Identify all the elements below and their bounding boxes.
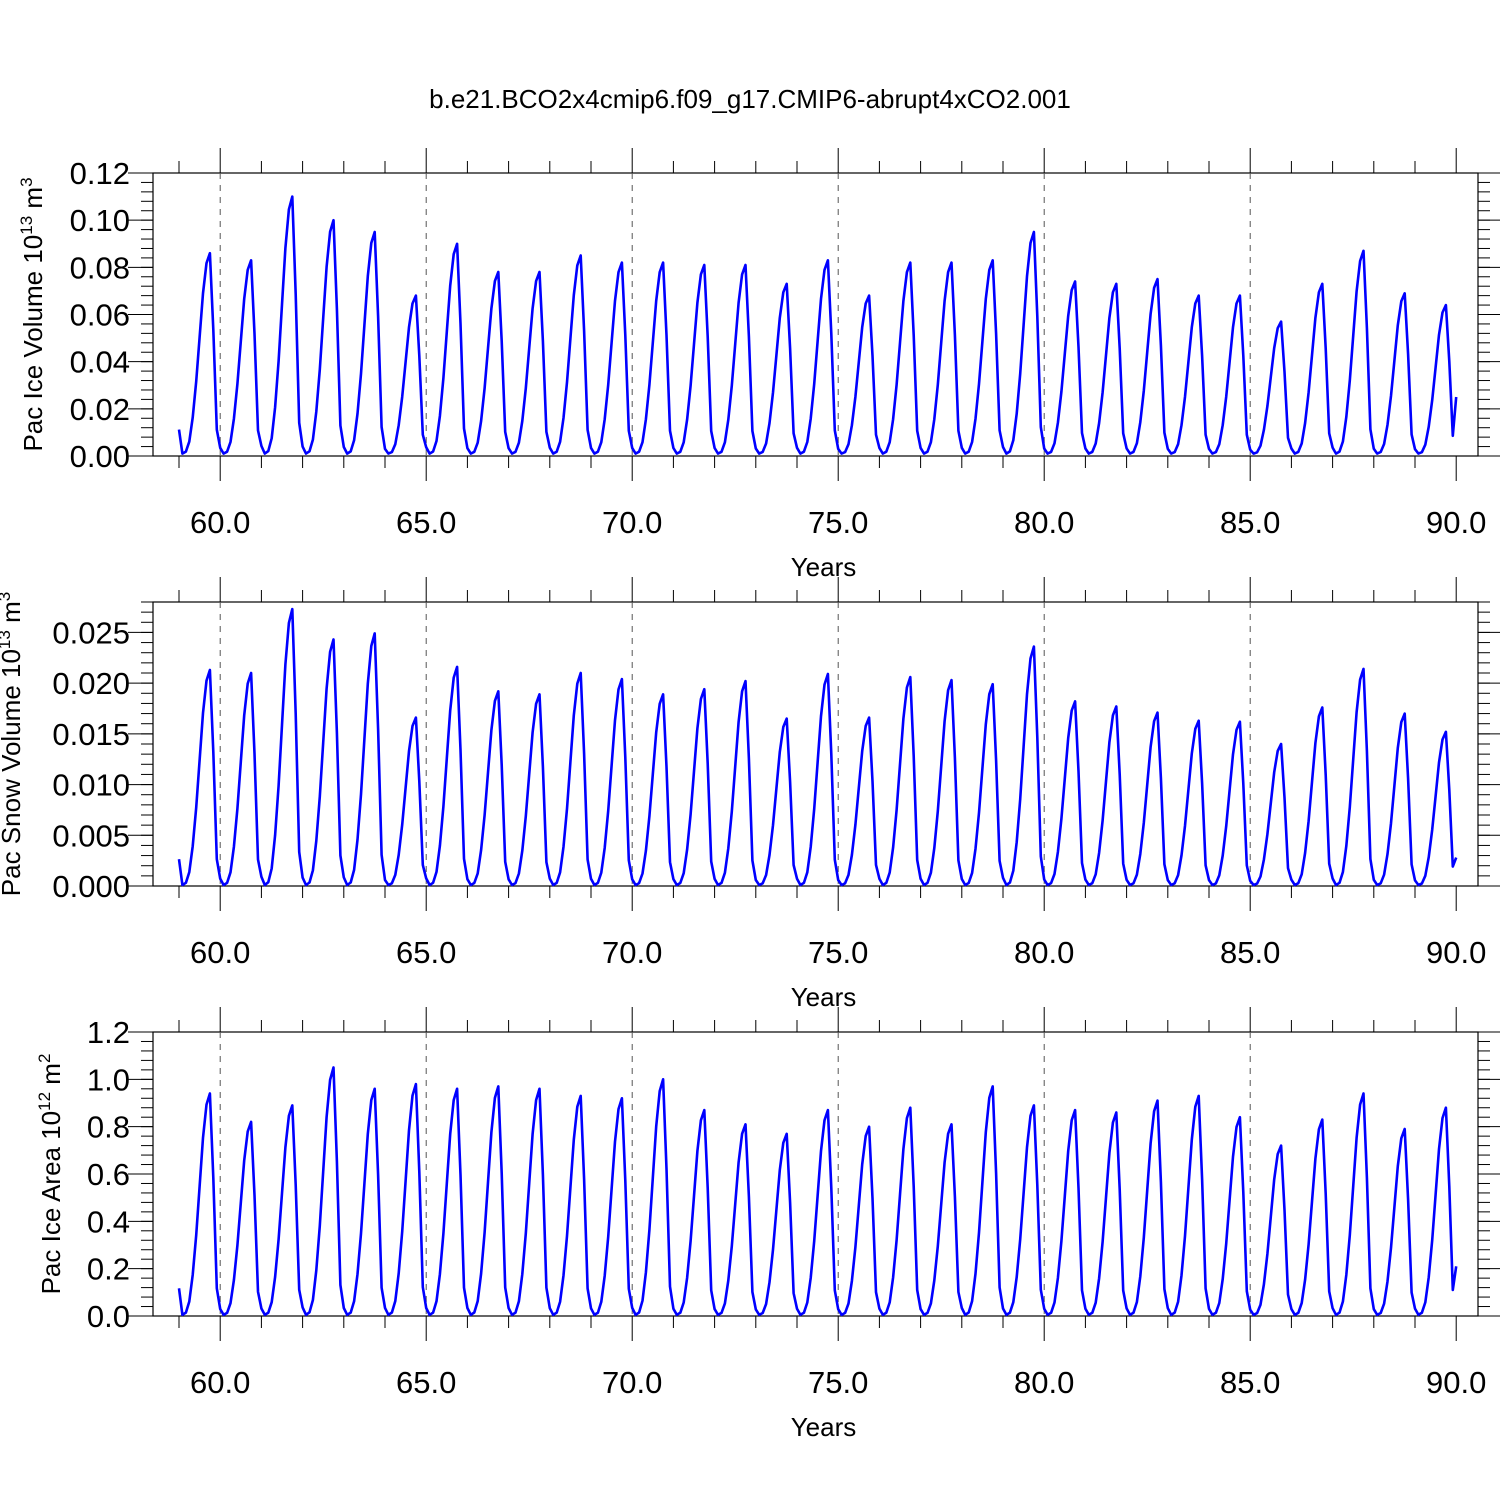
x-tick-label: 80.0 [1014,1365,1074,1400]
x-tick-label: 80.0 [1014,505,1074,540]
panel-2: 60.0 65.0 70.0 75.0 80.0 85.0 90.0 0.000 0.005 0.… [0,577,1500,1012]
plot-frame [152,172,1479,457]
y-tick-label: 0.000 [52,869,130,904]
series-line [177,607,1458,887]
x-tick-label: 85.0 [1220,1365,1280,1400]
y-axis-title-unit-exponent: 3 [0,592,14,601]
panel-3: 60.0 65.0 70.0 75.0 80.0 85.0 90.0 0.0 0.2 0.4 0.6… [35,1007,1500,1442]
y-tick-label: 0.020 [52,666,130,701]
y-axis-title-exponent: 12 [35,1092,54,1111]
x-tick-label: 75.0 [808,935,868,970]
y-axis-title-main: Pac Ice Volume 10 [18,235,48,452]
x-tick-label: 65.0 [396,505,456,540]
x-axis-title: Years [791,1412,857,1442]
y-tick-label: 0.06 [70,298,130,333]
y-tick-label: 1.0 [87,1062,130,1097]
plot-frame [152,1031,1479,1317]
y-tick-label: 0.12 [70,156,130,191]
x-tick-label: 70.0 [602,1365,662,1400]
x-tick-label: 60.0 [190,1365,250,1400]
y-tick-label: 0.6 [87,1157,130,1192]
y-axis-title: Pac Snow Volume 1013 m3 [0,592,26,896]
y-axis-title-unit: m [0,601,26,630]
y-axis-title: Pac Ice Area 1012 m2 [35,1054,66,1295]
y-tick-label: 0.04 [70,345,130,380]
y-axis-title-unit: m [36,1063,66,1092]
x-tick-label: 90.0 [1426,935,1486,970]
y-tick-label: 0.4 [87,1204,130,1239]
y-tick-label: 0.00 [70,439,130,474]
y-axis-title-main: Pac Snow Volume 10 [0,649,26,896]
y-tick-label: 0.010 [52,768,130,803]
y-axis-title-unit: m [18,187,48,216]
x-tick-label: 75.0 [808,505,868,540]
y-tick-label: 0.015 [52,717,130,752]
x-tick-label: 65.0 [396,935,456,970]
y-tick-label: 0.08 [70,250,130,285]
x-tick-label: 90.0 [1426,505,1486,540]
y-tick-label: 0.025 [52,615,130,650]
x-axis-title: Years [791,552,857,582]
x-tick-label: 60.0 [190,505,250,540]
series-line [177,1066,1458,1317]
y-tick-label: 0.10 [70,203,130,238]
y-tick-label: 1.2 [87,1015,130,1050]
chart-title: b.e21.BCO2x4cmip6.f09_g17.CMIP6-abrupt4x… [429,84,1071,114]
x-tick-label: 70.0 [602,935,662,970]
plot-frame [152,601,1479,887]
y-tick-label: 0.0 [87,1299,130,1334]
x-axis-title: Years [791,982,857,1012]
x-tick-label: 80.0 [1014,935,1074,970]
x-tick-label: 65.0 [396,1365,456,1400]
x-tick-label: 70.0 [602,505,662,540]
y-tick-label: 0.02 [70,392,130,427]
y-tick-label: 0.005 [52,818,130,853]
y-tick-label: 0.2 [87,1252,130,1287]
y-axis-title-exponent: 13 [17,216,36,235]
series-line [177,195,1458,455]
y-tick-label: 0.8 [87,1110,130,1145]
x-tick-label: 85.0 [1220,505,1280,540]
y-axis-title-main: Pac Ice Area 10 [36,1111,66,1295]
x-tick-label: 60.0 [190,935,250,970]
x-tick-label: 90.0 [1426,1365,1486,1400]
y-axis-title-unit-exponent: 3 [17,177,36,186]
y-axis-title-unit-exponent: 2 [35,1054,54,1063]
y-axis-title-exponent: 13 [0,630,14,649]
y-axis-title: Pac Ice Volume 1013 m3 [17,177,48,451]
panel-1: 60.0 65.0 70.0 75.0 80.0 85.0 90.0 0.00 0.02 0.04… [17,148,1500,582]
x-tick-label: 85.0 [1220,935,1280,970]
x-tick-label: 75.0 [808,1365,868,1400]
